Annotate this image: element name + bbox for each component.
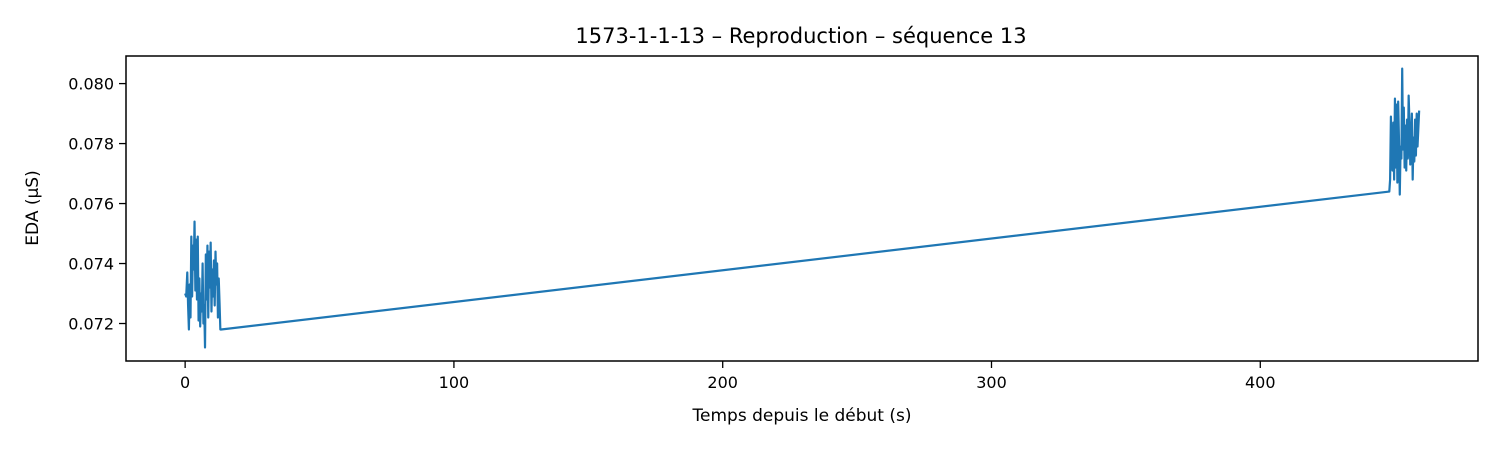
plot-frame [125,55,1479,362]
y-tick-label: 0.080 [68,75,114,94]
y-axis: 0.072 0.074 0.076 0.078 0.080 [68,75,126,334]
y-tick-label: 0.072 [68,315,114,334]
x-axis-label: Temps depuis le début (s) [692,406,912,426]
plot-area [184,67,1421,349]
y-axis-label: EDA (µS) [23,170,43,245]
y-tick-label: 0.076 [68,195,114,214]
y-tick-label: 0.078 [68,135,114,154]
x-tick-label: 100 [439,373,470,392]
series-line-0 [184,67,1421,349]
x-tick-label: 0 [180,373,190,392]
y-tick-label: 0.074 [68,255,114,274]
x-tick-label: 200 [707,373,738,392]
x-axis: 0 100 200 300 400 [180,361,1276,392]
x-tick-label: 400 [1245,373,1276,392]
chart-title: 1573-1-1-13 – Reproduction – séquence 13 [575,24,1026,48]
x-tick-label: 300 [976,373,1007,392]
